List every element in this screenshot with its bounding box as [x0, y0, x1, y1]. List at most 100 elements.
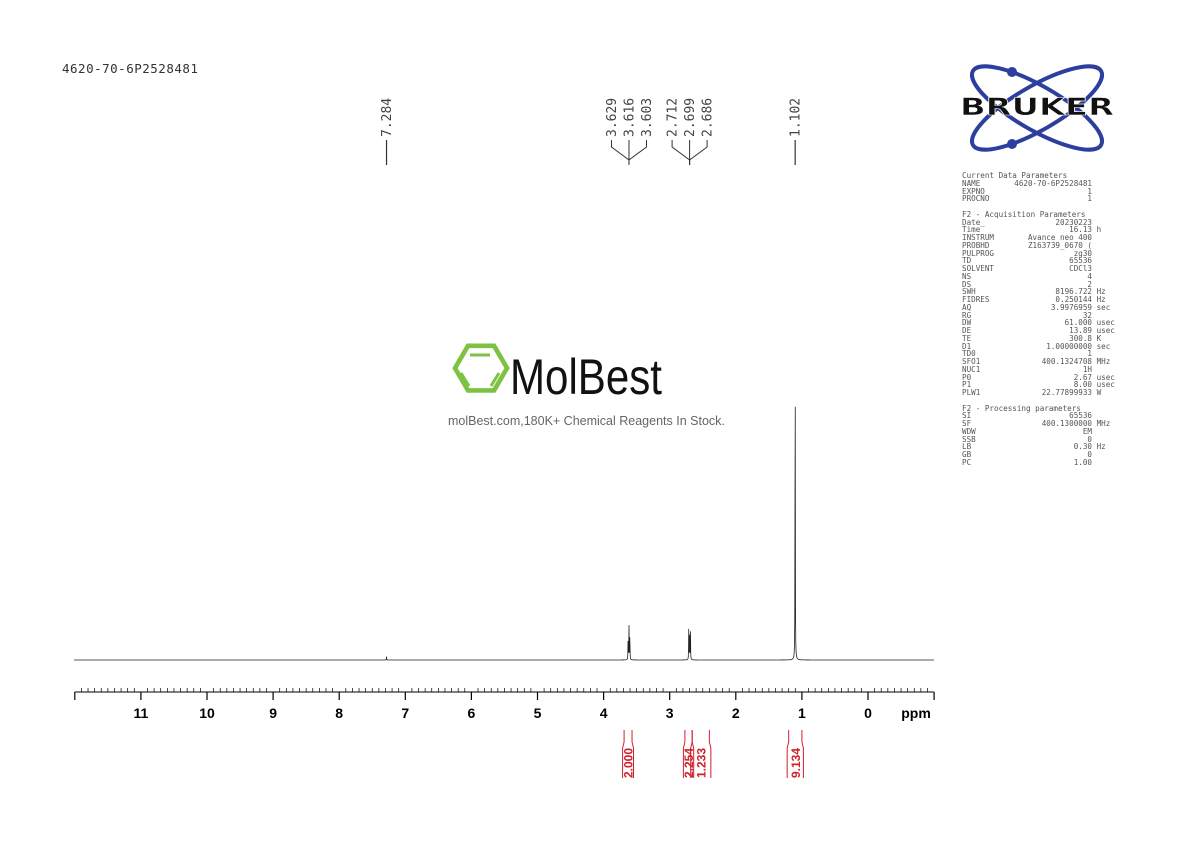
- param-name: SOLVENT: [962, 264, 995, 273]
- param-name: TD0: [962, 349, 976, 359]
- param-value: zg30: [1073, 248, 1092, 258]
- param-value: 4: [1087, 271, 1092, 281]
- param-unit: [1092, 428, 1114, 436]
- param-value: 8.00: [1073, 380, 1092, 390]
- param-unit: usec: [1092, 318, 1115, 328]
- orbit-dot: [1007, 139, 1017, 149]
- param-row: SI 65536: [962, 412, 1114, 420]
- spectrum-title: 4620-70-6P2528481: [62, 61, 199, 76]
- peak-label: 3.616: [622, 98, 637, 137]
- param-name: NS: [962, 271, 972, 281]
- param-name: GB: [962, 450, 972, 459]
- param-row: SOLVENT CDCl3: [962, 265, 1114, 273]
- param-row: TD0 1: [962, 350, 1114, 358]
- param-value: 1.00: [1073, 457, 1092, 467]
- param-unit: [1092, 459, 1114, 467]
- param-value: 1: [1087, 194, 1092, 204]
- x-axis-label: ppm: [901, 705, 931, 721]
- param-value: 1: [1087, 186, 1092, 196]
- param-value: 0.30: [1073, 442, 1092, 452]
- param-row: PROBHD Z163739_0670 (: [962, 241, 1114, 250]
- parameters-panel: Current Data Parameters NAME 4620-70-6P252…: [962, 172, 1115, 467]
- peak-label-leader: [610, 140, 630, 165]
- param-name: AQ: [962, 302, 972, 312]
- param-name: RG: [962, 310, 972, 320]
- x-tick-label: 5: [534, 705, 542, 721]
- x-tick-label: 11: [133, 705, 148, 721]
- integral-bracket: [786, 730, 804, 778]
- param-row: D1 1.00000000 sec: [962, 341, 1114, 351]
- peak-label: 1.102: [789, 98, 804, 137]
- param-value: 0: [1087, 434, 1092, 444]
- watermark-tagline: molBest.com,180K+ Chemical Reagents In S…: [448, 414, 725, 428]
- param-name: FIDRES: [962, 295, 990, 304]
- param-row: NAME 4620-70-6P2528481: [962, 178, 1114, 188]
- param-name: Time: [962, 225, 981, 235]
- peak-label: 2.712: [666, 98, 681, 137]
- param-value: 400.1324708: [1041, 357, 1092, 366]
- integral-value: 2.254: [682, 748, 696, 778]
- param-value: 20230223: [1055, 217, 1092, 227]
- peak-label-leader: [628, 140, 647, 165]
- peak-label: 2.686: [701, 98, 716, 137]
- param-unit: [1092, 242, 1114, 250]
- param-name: INSTRUM: [962, 233, 995, 242]
- param-value: 4620-70-6P2528481: [1014, 178, 1092, 188]
- param-unit: sec: [1092, 341, 1111, 351]
- param-value: EM: [1082, 426, 1092, 436]
- param-value: 400.1300000: [1041, 419, 1092, 428]
- integral-bracket: [690, 730, 712, 778]
- param-value: 32: [1082, 310, 1092, 320]
- param-value: 22.77899933: [1041, 388, 1092, 397]
- param-row: Time 16.13 h: [962, 226, 1114, 234]
- param-unit: [1092, 180, 1114, 188]
- param-unit: [1092, 265, 1114, 273]
- param-unit: [1092, 195, 1114, 203]
- param-unit: [1092, 451, 1114, 459]
- param-name: PULPROG: [962, 248, 995, 258]
- param-row: LB 0.30 Hz: [962, 443, 1114, 451]
- x-tick-label: 7: [401, 705, 409, 721]
- hexagon-icon: [452, 343, 510, 393]
- param-value: 16.13: [1069, 225, 1092, 235]
- param-section-heading: F2 - Processing parameters: [962, 403, 1081, 413]
- param-unit: W: [1092, 388, 1102, 397]
- x-tick-label: 10: [199, 705, 215, 721]
- param-value: 2: [1087, 279, 1092, 289]
- bruker-logo: BRUKER: [960, 64, 1114, 152]
- param-value: 61.000: [1064, 318, 1092, 328]
- param-row: NUC1 1H: [962, 364, 1114, 374]
- param-name: EXPNO: [962, 186, 985, 196]
- param-row: SSB 0: [962, 434, 1114, 444]
- param-value: 65536: [1069, 411, 1092, 421]
- param-unit: sec: [1092, 302, 1111, 312]
- x-tick-label: 9: [269, 705, 277, 721]
- param-name: SFO1: [962, 357, 981, 366]
- param-row: DS 2: [962, 279, 1114, 289]
- param-name: DE: [962, 326, 972, 335]
- param-name: SSB: [962, 434, 976, 444]
- param-row: WDW EM: [962, 426, 1114, 436]
- param-name: DW: [962, 318, 972, 328]
- integral-value: 9.134: [789, 748, 803, 778]
- param-value: 300.8: [1069, 333, 1092, 343]
- x-tick-label: 1: [798, 705, 806, 721]
- param-row: P0 2.67 usec: [962, 373, 1115, 382]
- param-value: 1H: [1082, 364, 1092, 374]
- integral-value: 2.000: [622, 748, 636, 778]
- param-row: EXPNO 1: [962, 186, 1114, 196]
- param-row: TD 65536: [962, 257, 1114, 265]
- x-tick-label: 4: [600, 705, 608, 721]
- molbest-wordmark: MolBest: [510, 349, 662, 398]
- param-row: Date_ 20230223: [962, 217, 1114, 227]
- param-name: NUC1: [962, 364, 981, 374]
- param-name: D1: [962, 341, 972, 351]
- param-value: 65536: [1069, 256, 1092, 266]
- param-row: NS 4: [962, 271, 1114, 281]
- bruker-wordmark: BRUKER: [960, 93, 1114, 121]
- param-name: NAME: [962, 178, 981, 188]
- param-row: PROCNO 1: [962, 195, 1114, 203]
- param-unit: MHz: [1092, 357, 1111, 366]
- peak-label: 3.629: [605, 98, 620, 137]
